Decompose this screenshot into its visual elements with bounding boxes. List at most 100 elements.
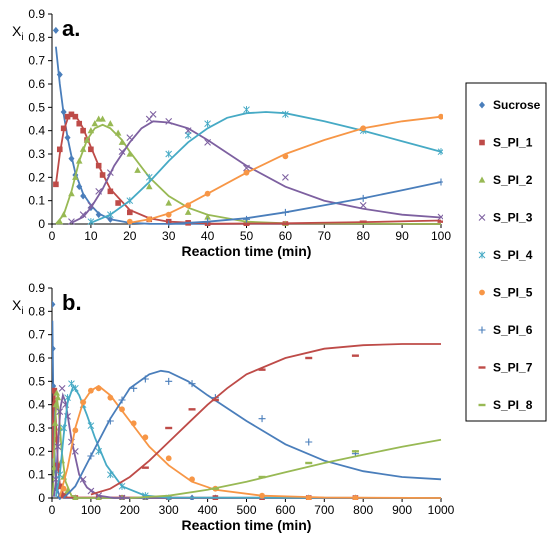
panel-a-point-s-pi-2 [145, 183, 153, 190]
panel-b-point-s-pi-3 [71, 447, 79, 455]
panel-b-point-s-pi-7 [258, 368, 266, 371]
panel-a-y-tick-label: 0.7 [28, 54, 45, 68]
panel-b-point-s-pi-1 [60, 492, 67, 499]
legend-item-s-pi-1-marker [479, 139, 485, 146]
legend-item-s-pi-2-label: S_PI_2 [493, 173, 533, 187]
panel-a-point-s-pi-6 [359, 194, 367, 202]
panel-a-point-s-pi-3 [126, 134, 134, 142]
legend-item-s-pi-3: S_PI_3 [478, 211, 533, 225]
panel-a-series-s-pi-4 [87, 106, 443, 226]
legend-item-sucrose-marker [479, 101, 485, 109]
panel-a-point-s-pi-4 [204, 120, 211, 128]
panel-a-curve-s-pi-6 [168, 181, 442, 225]
panel-b-y-tick-label: 0.6 [28, 351, 45, 365]
panel-b-point-s-pi-7 [165, 426, 173, 430]
panel-b-x-tick-label: 700 [314, 503, 334, 517]
legend-item-s-pi-8-marker [478, 403, 486, 407]
panel-a-point-s-pi-7 [281, 222, 289, 226]
panel-a-point-s-pi-1 [64, 113, 71, 120]
panel-a-point-s-pi-5 [146, 216, 153, 223]
legend-item-s-pi-4-marker [478, 251, 486, 259]
panel-a-point-sucrose [107, 215, 114, 223]
panel-b-x-tick-label: 800 [353, 503, 373, 517]
panel-a-point-s-pi-2 [83, 136, 91, 143]
panel-b-point-s-pi-5 [189, 476, 195, 483]
panel-b-point-s-pi-5 [119, 406, 125, 413]
panel-a-y-axis-label-sub: i [21, 32, 23, 43]
legend-item-s-pi-3-marker [478, 214, 486, 221]
panel-b-panel-label: b. [62, 290, 82, 315]
panel-b-point-s-pi-5 [60, 485, 67, 492]
panel-a-point-s-pi-3 [79, 211, 87, 219]
panel-a-point-s-pi-1 [127, 209, 133, 216]
panel-a-point-s-pi-2 [60, 211, 67, 218]
panel-b-x-tick-label: 200 [120, 503, 140, 517]
panel-b-point-s-pi-2 [72, 494, 79, 500]
panel-a-y-tick-label: 0.5 [28, 100, 45, 114]
panel-a-point-s-pi-2 [72, 173, 79, 180]
panel-a-point-s-pi-1 [72, 113, 79, 120]
panel-a-point-s-pi-3 [243, 164, 250, 172]
panel-b-point-s-pi-2 [95, 494, 102, 500]
panel-a-point-s-pi-2 [134, 166, 141, 173]
legend-item-s-pi-1-label: S_PI_1 [493, 136, 533, 150]
panel-a-point-s-pi-2 [79, 145, 87, 152]
panel-b-point-s-pi-6 [305, 438, 313, 446]
panel-a-point-s-pi-5 [360, 125, 367, 132]
panel-b-curve-s-pi-3 [53, 392, 441, 499]
panel-a-point-sucrose [64, 134, 71, 142]
panel-a-point-s-pi-5 [438, 113, 443, 120]
panel-b-point-s-pi-4 [95, 447, 103, 455]
panel-b-point-s-pi-7 [351, 354, 359, 357]
panel-a-x-tick-label: 20 [123, 229, 137, 243]
legend-item-s-pi-1: S_PI_1 [479, 136, 533, 150]
panel-b-series-s-pi-1 [52, 387, 442, 500]
panel-b-point-s-pi-4 [64, 394, 71, 402]
panel-b-point-s-pi-5 [88, 387, 94, 394]
panel-a-point-s-pi-4 [87, 218, 95, 226]
panel-a-point-s-pi-1 [80, 127, 86, 134]
panel-b-point-s-pi-8 [211, 487, 219, 490]
panel-a-point-s-pi-2 [204, 213, 211, 220]
panel-a-point-s-pi-2 [165, 199, 172, 206]
panel-a-y-tick-label: 0 [38, 217, 45, 231]
panel-a-point-s-pi-3 [118, 148, 126, 156]
panel-b-curve-s-pi-7 [90, 343, 441, 496]
panel-a-point-s-pi-1 [68, 111, 75, 118]
panel-b-point-s-pi-7 [188, 408, 196, 411]
panel-a-point-s-pi-1 [88, 146, 94, 153]
panel-a-y-tick-label: 0.8 [28, 30, 45, 44]
legend-item-s-pi-6: S_PI_6 [478, 323, 533, 337]
legend-item-s-pi-3-label: S_PI_3 [493, 211, 533, 225]
panel-b-point-s-pi-3 [56, 408, 64, 416]
panel-a-curve-s-pi-5 [129, 115, 442, 224]
panel-a-point-s-pi-3 [68, 218, 75, 226]
panel-a-point-s-pi-2 [184, 208, 192, 215]
panel-a-point-s-pi-6 [243, 215, 250, 223]
legend-item-s-pi-5-label: S_PI_5 [493, 286, 533, 300]
panel-a-point-s-pi-6 [204, 218, 212, 226]
panel-a-panel-label: a. [62, 16, 80, 41]
panel-b-x-tick-label: 300 [159, 503, 179, 517]
panel-b-point-s-pi-7 [211, 398, 219, 402]
panel-a-point-s-pi-4 [282, 110, 289, 118]
panel-b-point-s-pi-6 [130, 384, 138, 392]
legend-item-s-pi-6-marker [478, 326, 486, 334]
panel-a-point-s-pi-6 [165, 220, 173, 226]
panel-a-point-s-pi-3 [437, 213, 443, 221]
panel-b-y-tick-label: 0.5 [28, 374, 45, 388]
panel-a-point-s-pi-5 [204, 190, 211, 197]
panel-b-point-s-pi-3 [54, 443, 62, 451]
panel-a-series-sucrose [52, 26, 442, 226]
panel-b-point-s-pi-6 [141, 375, 149, 383]
legend-item-s-pi-4: S_PI_4 [478, 248, 533, 262]
panel-b-y-tick-label: 0.7 [28, 328, 45, 342]
panel-a-point-s-pi-2 [56, 218, 64, 225]
panel-a-y-tick-label: 0.1 [28, 194, 45, 208]
panel-a-chart: 0 0.1 0.2 0.3 0.4 0.5 0.6 0.7 0.8 0.9 0 10 20 30 40 50 6… [12, 7, 451, 259]
legend-item-s-pi-8-label: S_PI_8 [493, 398, 533, 412]
panel-a-point-s-pi-3 [204, 138, 211, 146]
panel-a-y-tick-label: 0.2 [28, 170, 45, 184]
panel-a-point-sucrose [60, 108, 67, 116]
panel-a-x-tick-label: 30 [162, 229, 176, 243]
